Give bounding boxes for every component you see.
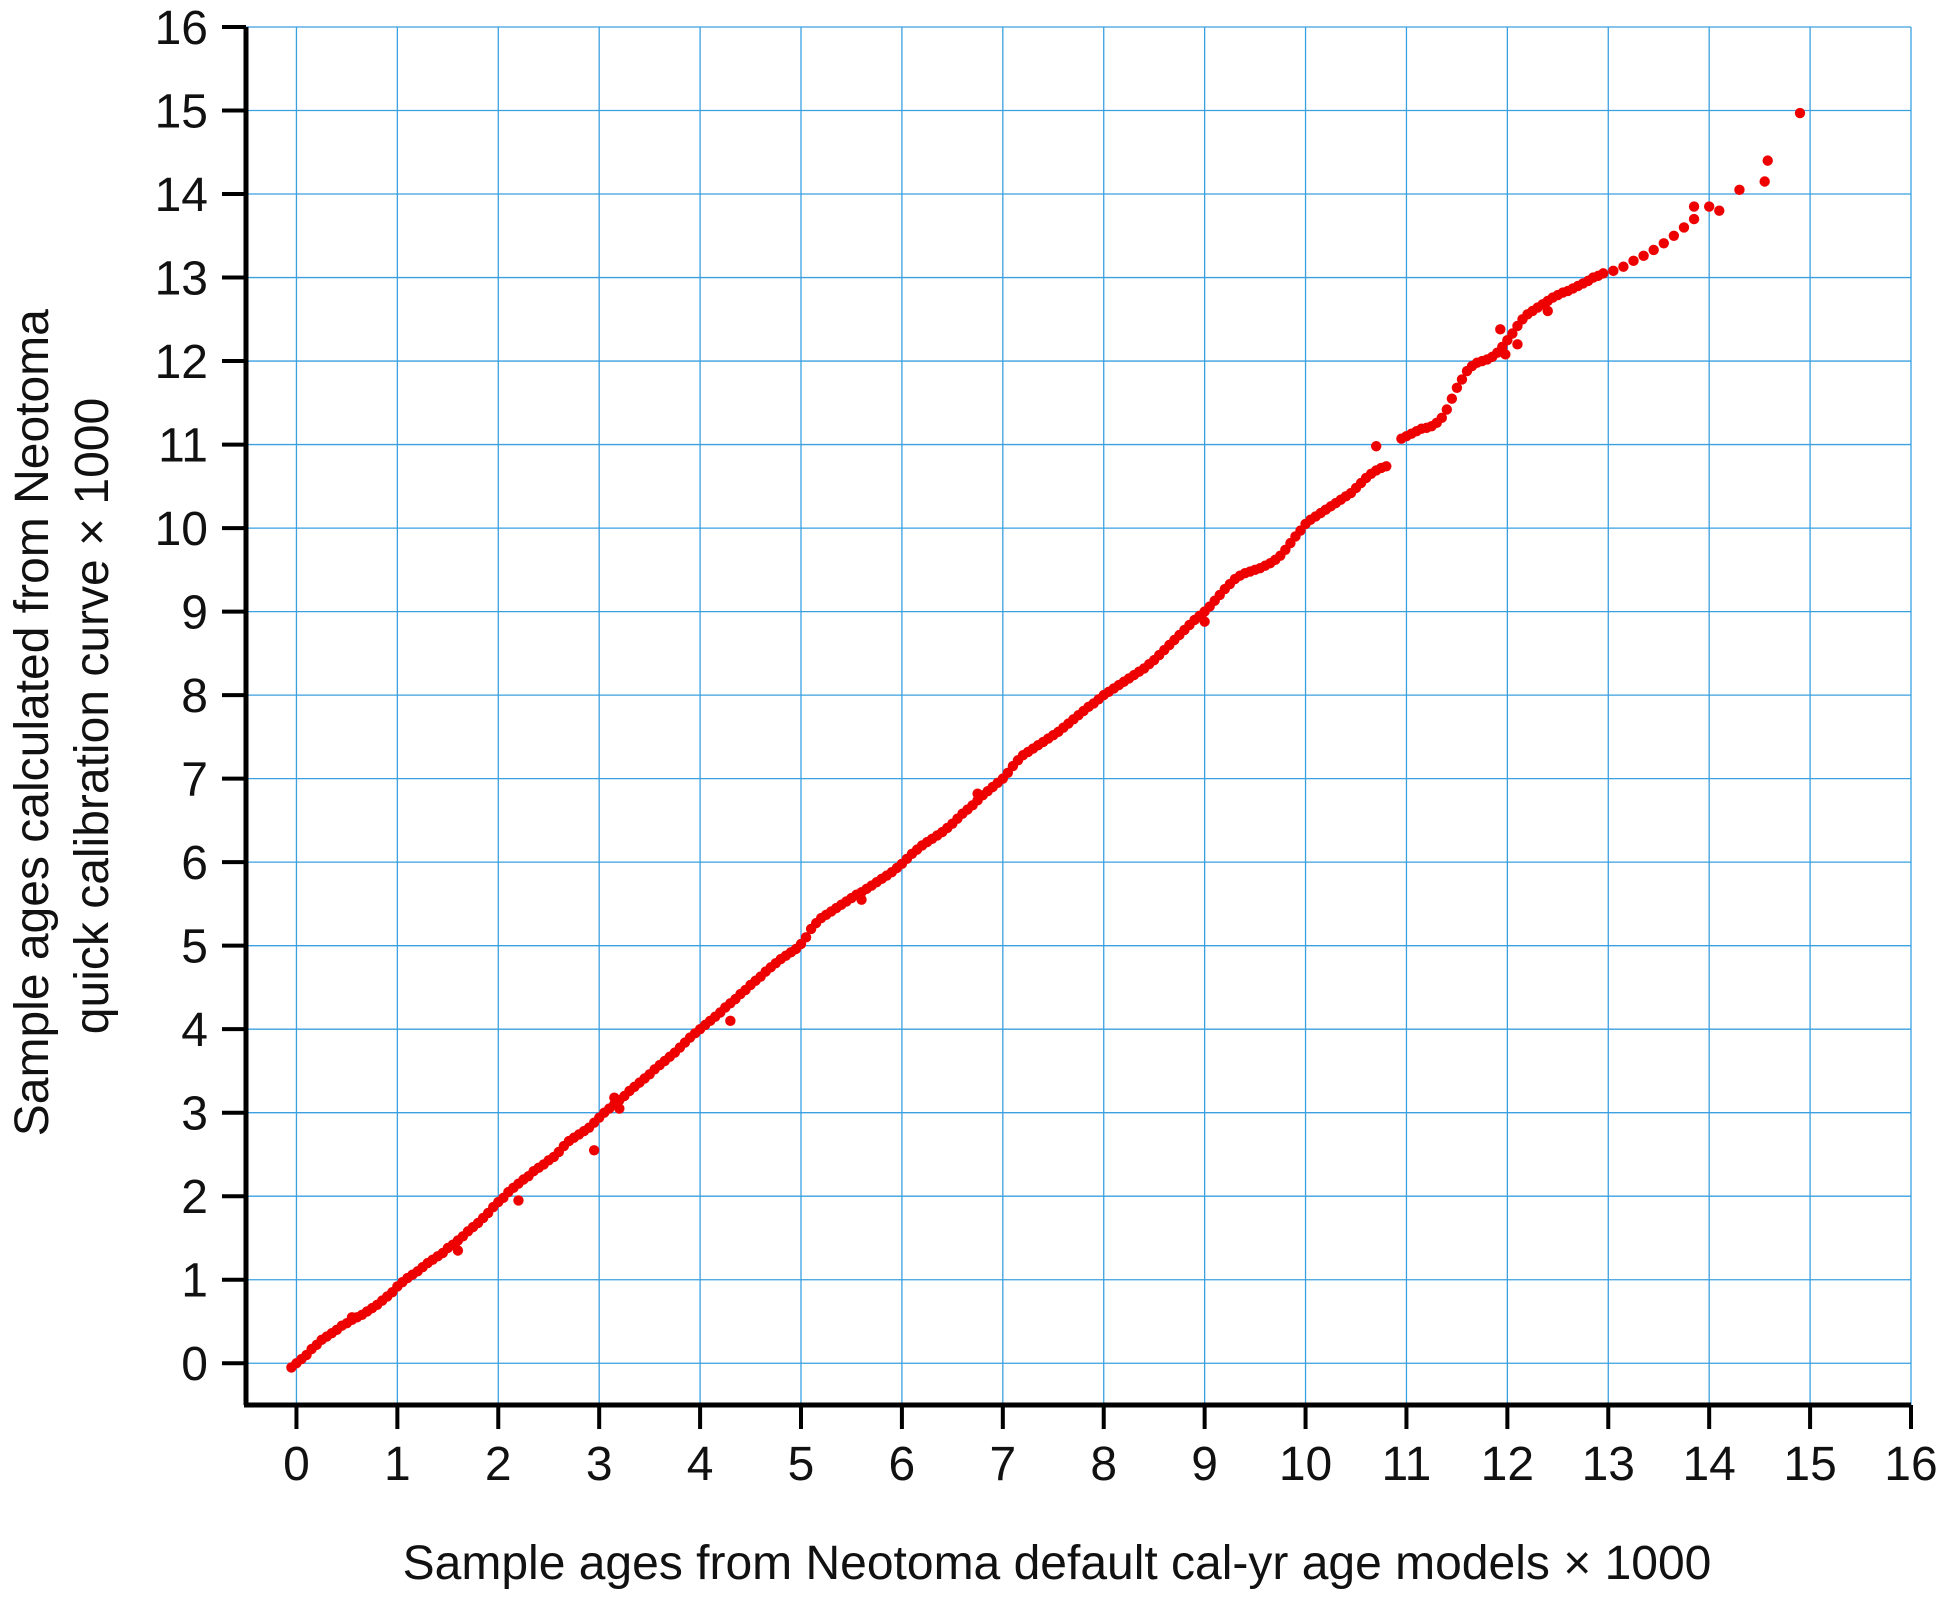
- data-point: [1714, 205, 1725, 216]
- data-point: [1598, 268, 1609, 279]
- y-axis-title-line-1: Sample ages calculated from Neotoma: [6, 309, 59, 1136]
- data-point: [1658, 238, 1669, 249]
- data-point: [1678, 222, 1690, 233]
- y-axis-title: Sample ages calculated from Neotoma quic…: [6, 296, 119, 1136]
- y-tick-label: 13: [155, 253, 208, 306]
- data-point: [1668, 230, 1680, 241]
- data-point: [513, 1195, 524, 1206]
- data-point: [1441, 404, 1453, 415]
- y-tick-label: 4: [181, 1004, 208, 1057]
- x-tick-label: 16: [1884, 1438, 1937, 1491]
- data-point: [1436, 412, 1447, 424]
- y-tick-label: 0: [181, 1338, 208, 1391]
- y-tick-label: 11: [158, 420, 208, 473]
- y-tick-label: 14: [155, 169, 208, 222]
- y-tick-label: 12: [155, 336, 208, 389]
- data-points: [286, 107, 1806, 1373]
- data-point: [725, 1015, 736, 1027]
- data-point: [1734, 184, 1745, 196]
- data-point: [1648, 244, 1659, 256]
- data-point: [1688, 201, 1700, 212]
- data-point: [1495, 324, 1506, 335]
- x-axis-title: Sample ages from Neotoma default cal-yr …: [403, 1537, 1712, 1590]
- data-point: [1451, 382, 1463, 393]
- x-tick-label: 0: [283, 1438, 310, 1491]
- x-tick-label: 7: [989, 1438, 1016, 1491]
- data-point: [1370, 441, 1382, 452]
- data-point: [1608, 265, 1619, 277]
- data-point: [452, 1245, 464, 1256]
- data-point: [1381, 461, 1392, 472]
- x-tick-label: 11: [1382, 1438, 1432, 1491]
- data-point: [1500, 349, 1511, 360]
- data-point: [1703, 201, 1715, 212]
- x-tick-label: 15: [1783, 1438, 1836, 1491]
- x-tick-label: 13: [1582, 1438, 1635, 1491]
- data-point: [1618, 261, 1629, 272]
- x-tick-label: 8: [1090, 1438, 1117, 1491]
- x-tick-label: 6: [889, 1438, 916, 1491]
- data-point: [800, 932, 812, 943]
- y-tick-label: 16: [155, 2, 208, 55]
- data-point: [1507, 328, 1518, 339]
- data-point: [1512, 339, 1523, 350]
- x-tick-label: 4: [687, 1438, 714, 1491]
- x-tick-label: 9: [1191, 1438, 1218, 1491]
- data-point: [1542, 305, 1553, 317]
- y-tick-label: 5: [181, 921, 208, 974]
- x-tick-label: 2: [485, 1438, 512, 1491]
- data-point: [1638, 250, 1649, 262]
- data-point: [1199, 616, 1210, 627]
- data-point: [1688, 213, 1700, 225]
- grid-lines: [246, 26, 1912, 1405]
- y-tick-label: 8: [181, 670, 208, 723]
- x-tick-label: 10: [1279, 1438, 1332, 1491]
- x-tick-label: 14: [1682, 1438, 1735, 1491]
- data-point: [346, 1312, 358, 1323]
- y-tick-label: 2: [181, 1171, 208, 1224]
- x-tick-label: 3: [586, 1438, 613, 1491]
- x-tick-label: 1: [384, 1438, 411, 1491]
- data-point: [1628, 255, 1639, 267]
- data-point: [1759, 176, 1770, 187]
- y-tick-label: 3: [181, 1088, 208, 1141]
- y-tick-label: 10: [155, 503, 208, 556]
- x-tick-label: 12: [1481, 1438, 1534, 1491]
- y-axis-title-line-2: quick calibration curve × 1000: [66, 398, 119, 1034]
- data-point: [1446, 393, 1458, 404]
- y-tick-label: 15: [155, 86, 208, 139]
- data-point: [1762, 155, 1773, 166]
- axes: [222, 25, 1913, 1429]
- data-point: [588, 1145, 600, 1156]
- data-point: [609, 1092, 620, 1103]
- y-tick-label: 9: [181, 587, 208, 640]
- data-point: [1794, 107, 1806, 119]
- data-point: [972, 788, 983, 799]
- y-tick-label: 7: [181, 754, 208, 807]
- data-point: [614, 1103, 625, 1114]
- y-tick-label: 1: [181, 1255, 208, 1308]
- x-tick-labels: 0 1 2 3 4 5 6 7 8 9 10 11 12 13 14 15 16: [283, 1438, 1938, 1491]
- y-tick-label: 6: [181, 837, 208, 890]
- data-point: [856, 894, 867, 905]
- data-point: [1456, 374, 1468, 385]
- x-tick-label: 5: [788, 1438, 815, 1491]
